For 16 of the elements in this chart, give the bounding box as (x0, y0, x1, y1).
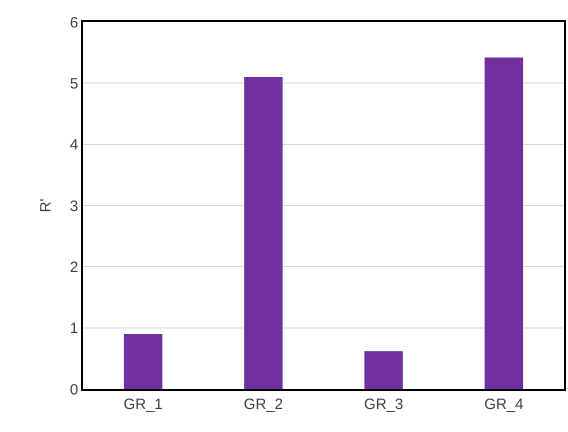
x-tick-label: GR_1 (124, 396, 163, 413)
bar (364, 351, 403, 389)
x-tick-label: GR_2 (244, 396, 283, 413)
y-tick-label: 3 (70, 198, 78, 215)
y-tick-label: 5 (70, 75, 78, 92)
y-axis-title: R' (38, 198, 55, 212)
y-tick-label: 0 (70, 381, 78, 398)
bar (244, 77, 283, 389)
y-tick-label: 4 (70, 136, 78, 154)
bar (124, 334, 162, 389)
y-tick-label: 1 (70, 320, 78, 338)
x-tick-label: GR_3 (364, 396, 404, 413)
x-tick-label: GR_4 (484, 396, 524, 413)
y-tick-label: 6 (70, 14, 78, 32)
bar (484, 57, 524, 389)
y-tick-label: 2 (70, 258, 78, 276)
